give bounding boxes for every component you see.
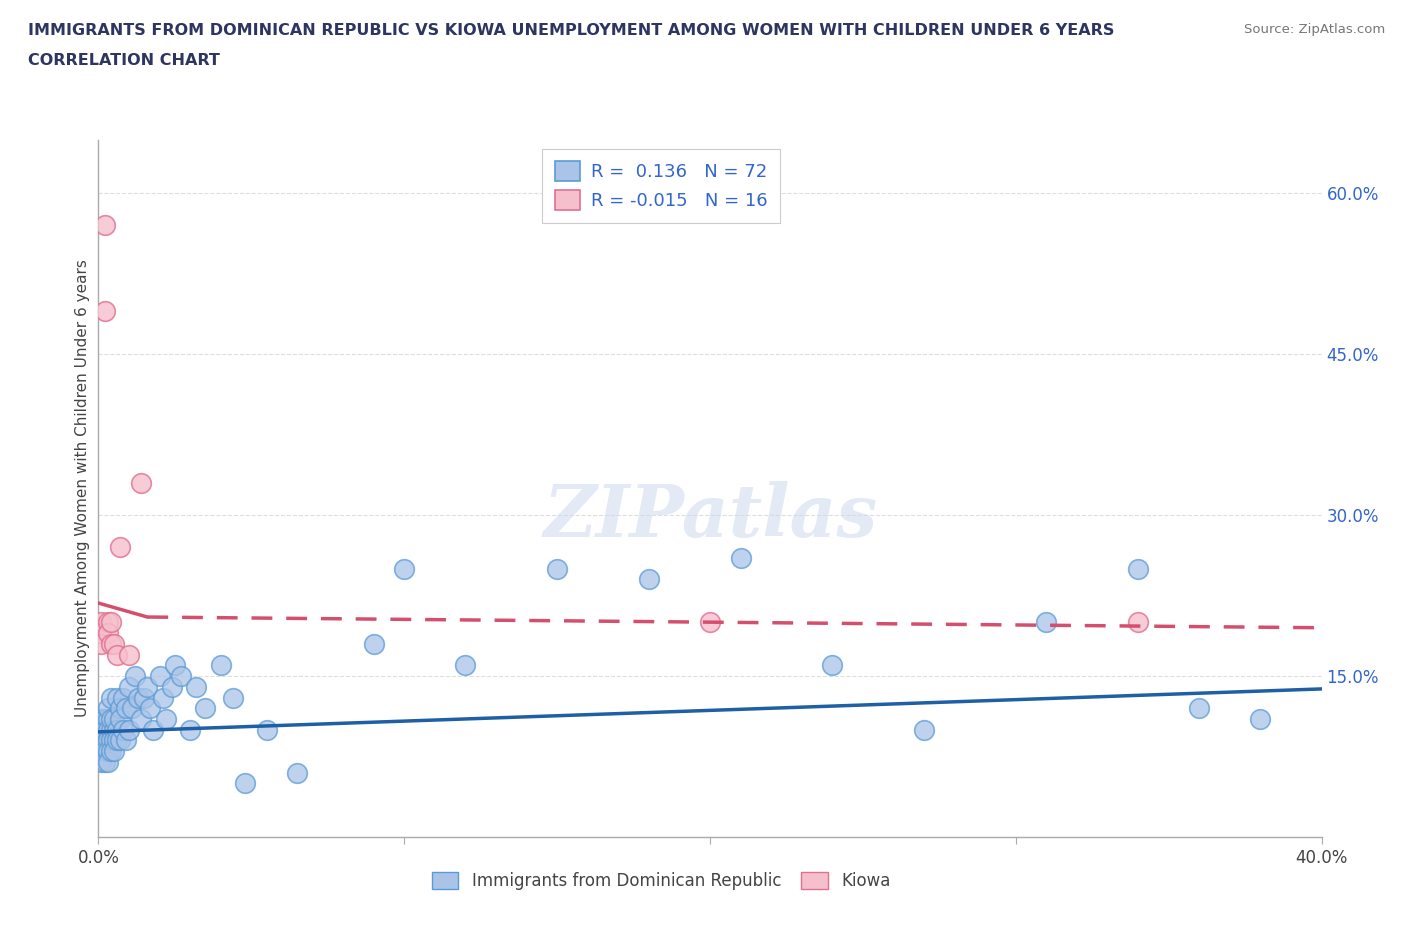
Point	[142, 723, 165, 737]
Point	[100, 690, 122, 705]
Point	[124, 669, 146, 684]
Point	[97, 615, 120, 630]
Point	[90, 744, 112, 759]
Point	[111, 723, 134, 737]
Point	[149, 669, 172, 684]
Point	[93, 723, 115, 737]
Point	[1249, 711, 1271, 726]
Point	[90, 636, 112, 651]
Point	[105, 723, 128, 737]
Point	[97, 733, 120, 748]
Point	[155, 711, 177, 726]
Point	[118, 679, 141, 694]
Point	[103, 733, 125, 748]
Point	[100, 615, 122, 630]
Point	[93, 711, 115, 726]
Point	[90, 723, 112, 737]
Point	[100, 733, 122, 748]
Point	[170, 669, 193, 684]
Point	[93, 304, 115, 319]
Point	[100, 744, 122, 759]
Point	[1128, 562, 1150, 577]
Point	[90, 615, 112, 630]
Point	[100, 711, 122, 726]
Point	[139, 701, 162, 716]
Point	[163, 658, 186, 672]
Point	[111, 690, 134, 705]
Point	[90, 711, 112, 726]
Point	[1035, 615, 1057, 630]
Point	[233, 776, 256, 790]
Point	[1128, 615, 1150, 630]
Point	[209, 658, 232, 672]
Point	[108, 539, 131, 554]
Point	[118, 647, 141, 662]
Point	[97, 744, 120, 759]
Point	[100, 636, 122, 651]
Point	[129, 711, 152, 726]
Point	[93, 744, 115, 759]
Point	[363, 636, 385, 651]
Point	[186, 679, 208, 694]
Text: IMMIGRANTS FROM DOMINICAN REPUBLIC VS KIOWA UNEMPLOYMENT AMONG WOMEN WITH CHILDR: IMMIGRANTS FROM DOMINICAN REPUBLIC VS KI…	[28, 23, 1115, 38]
Legend: Immigrants from Dominican Republic, Kiowa: Immigrants from Dominican Republic, Kiow…	[423, 864, 898, 898]
Point	[152, 690, 174, 705]
Point	[105, 647, 128, 662]
Point	[256, 723, 278, 737]
Point	[108, 711, 131, 726]
Point	[97, 754, 120, 769]
Point	[730, 551, 752, 565]
Point	[97, 711, 120, 726]
Point	[127, 690, 149, 705]
Point	[100, 723, 122, 737]
Point	[103, 744, 125, 759]
Point	[912, 723, 935, 737]
Point	[121, 701, 143, 716]
Point	[93, 754, 115, 769]
Point	[118, 723, 141, 737]
Point	[103, 636, 125, 651]
Point	[103, 711, 125, 726]
Point	[285, 765, 308, 780]
Point	[115, 733, 138, 748]
Point	[105, 733, 128, 748]
Text: Source: ZipAtlas.com: Source: ZipAtlas.com	[1244, 23, 1385, 36]
Point	[637, 572, 661, 587]
Point	[103, 723, 125, 737]
Point	[97, 626, 120, 641]
Point	[90, 626, 112, 641]
Point	[108, 701, 131, 716]
Point	[160, 679, 183, 694]
Point	[93, 733, 115, 748]
Point	[546, 562, 568, 577]
Point	[105, 690, 128, 705]
Point	[90, 754, 112, 769]
Point	[136, 679, 159, 694]
Point	[194, 701, 217, 716]
Point	[93, 218, 115, 232]
Point	[454, 658, 477, 672]
Point	[134, 690, 156, 705]
Point	[90, 733, 112, 748]
Point	[115, 701, 138, 716]
Point	[179, 723, 201, 737]
Point	[821, 658, 844, 672]
Point	[108, 733, 131, 748]
Point	[97, 701, 120, 716]
Point	[93, 723, 115, 737]
Point	[699, 615, 721, 630]
Point	[222, 690, 245, 705]
Y-axis label: Unemployment Among Women with Children Under 6 years: Unemployment Among Women with Children U…	[75, 259, 90, 717]
Point	[392, 562, 416, 577]
Point	[97, 723, 120, 737]
Point	[129, 475, 152, 490]
Point	[1188, 701, 1211, 716]
Text: CORRELATION CHART: CORRELATION CHART	[28, 53, 219, 68]
Text: ZIPatlas: ZIPatlas	[543, 481, 877, 551]
